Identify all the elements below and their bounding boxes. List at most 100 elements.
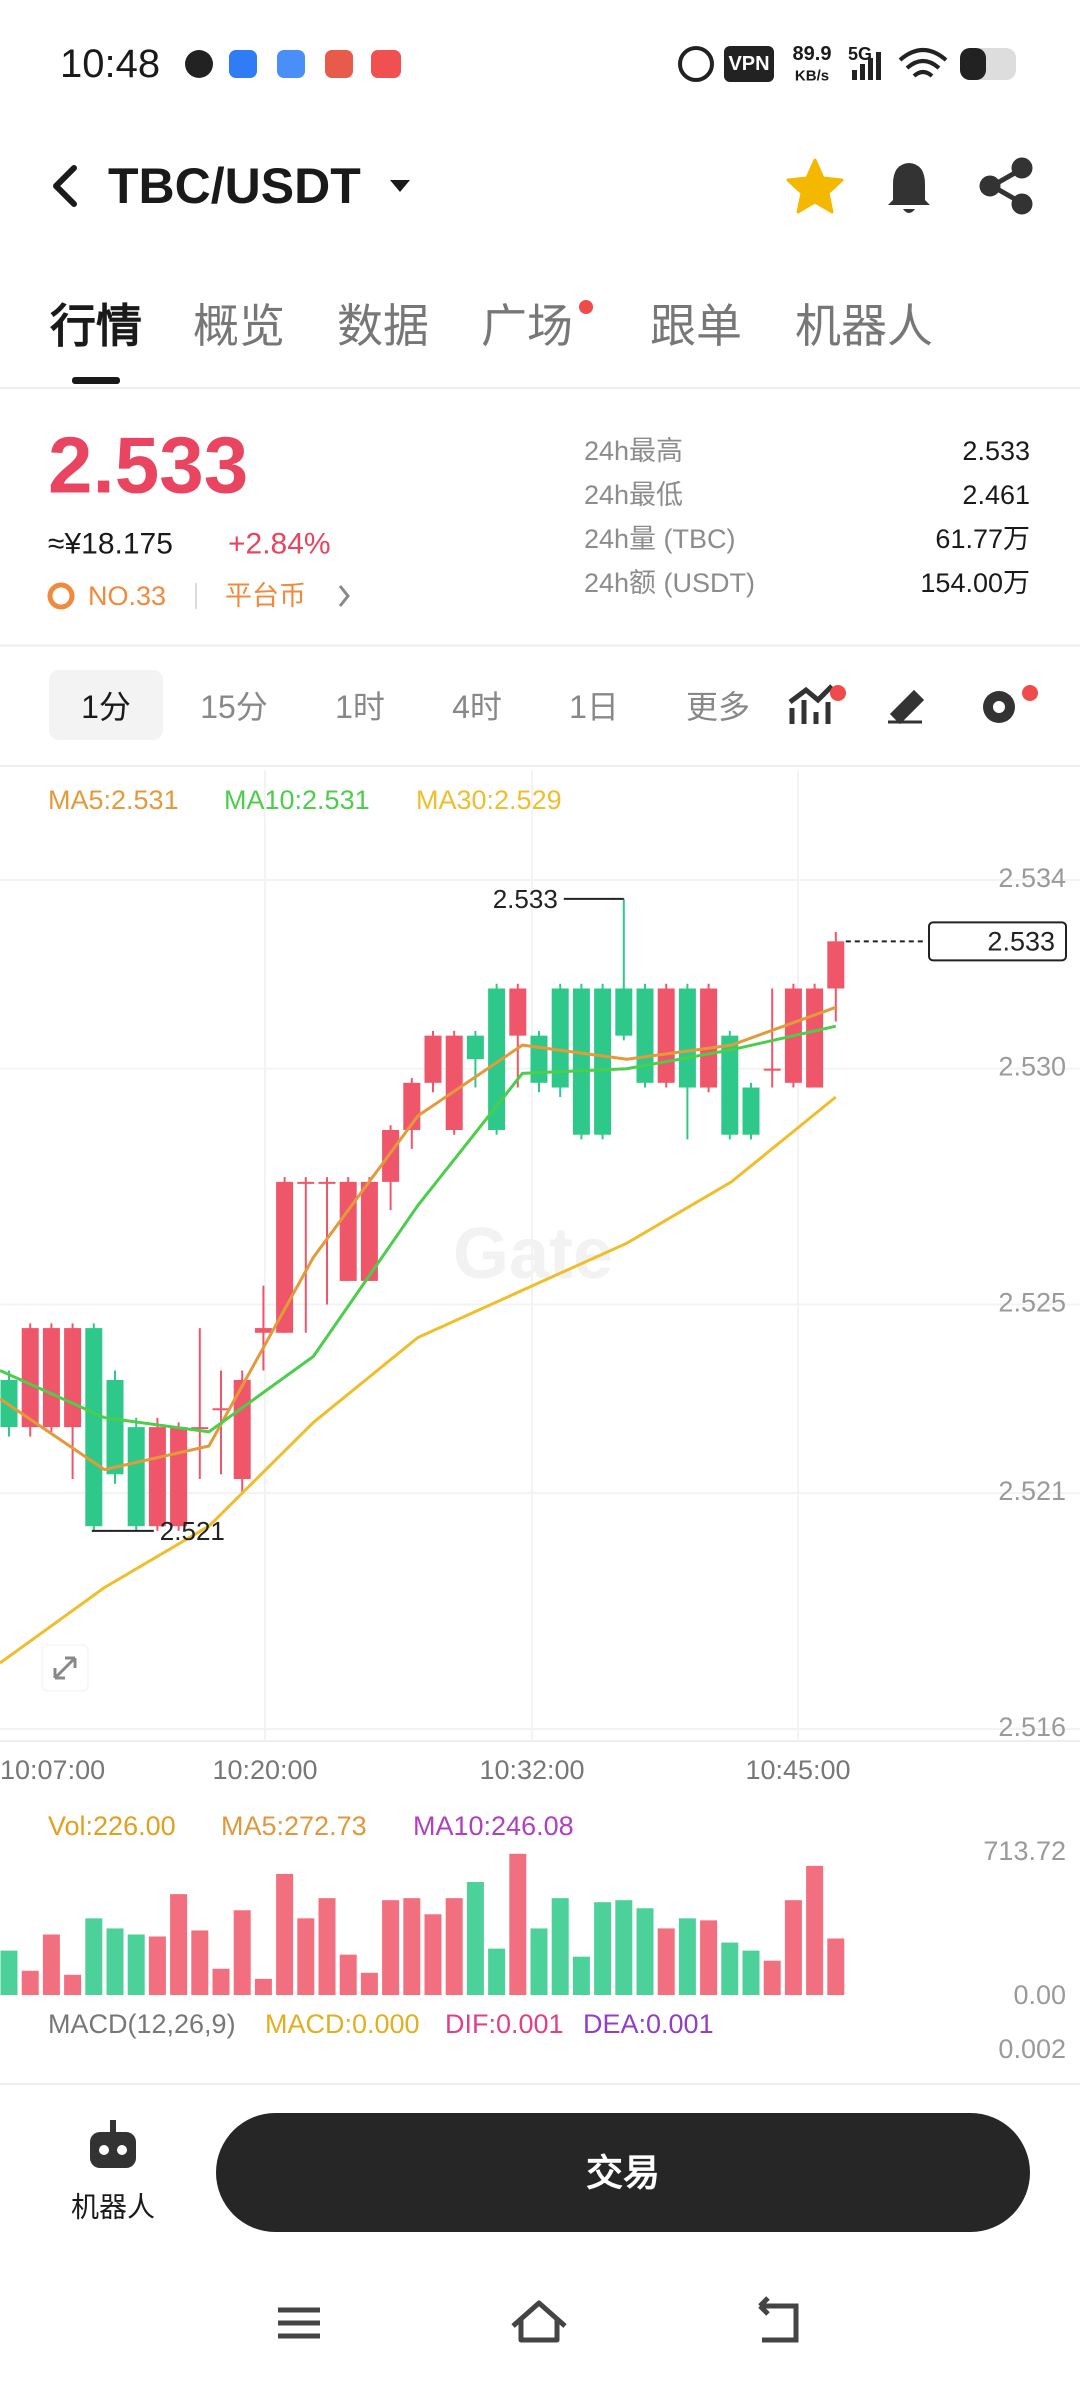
interval[interactable]: 1日 [569,689,619,725]
candle-body [636,988,654,1083]
last-price: 2.533 [48,421,248,510]
ma-legend: MA10:2.531 [224,785,370,815]
tab[interactable]: 跟单 [650,300,742,352]
volume-bar [212,1968,230,1995]
volume-bar [106,1928,124,1995]
x-tick-label: 10:45:00 [745,1755,850,1785]
tab[interactable]: 数据 [337,300,429,352]
pair-title[interactable]: TBC/USDT [108,158,361,214]
volume-bar [191,1930,209,1995]
stat-value: 154.00万 [920,568,1030,598]
interval-bar: 1分 15分 1时 4时 1日 更多 [81,689,750,725]
vol-tick-label: 0.00 [1013,1980,1066,2010]
favorite-star[interactable] [786,158,844,214]
candle-body [594,988,612,1135]
signal-icon [852,52,881,80]
pair-dropdown[interactable] [390,180,410,192]
macd-axis-label: 0.002 [998,2034,1066,2064]
volume-bar [21,1970,39,1995]
interval[interactable]: 更多 [686,689,750,725]
candle-body [127,1427,145,1527]
candle-body [85,1328,103,1527]
stat-value: 2.533 [962,436,1030,466]
indicator-icon[interactable] [788,684,834,724]
interval[interactable]: 4时 [452,689,502,725]
stat-value: 61.77万 [935,524,1030,554]
network-type: 5G [848,44,872,64]
low-label: 2.521 [160,1516,225,1546]
candle-body [445,1035,463,1130]
draw-tool-icon[interactable] [888,689,925,725]
watermark: Gate [453,1214,613,1294]
candle-body [318,1181,336,1184]
ma-legend: MA5:2.531 [48,785,179,815]
vol-legend: Vol:226.00 [48,1811,176,1841]
interval[interactable]: 15分 [200,689,268,725]
nav-back[interactable] [758,2296,799,2343]
volume-bar [700,1920,718,1995]
volume-bar [551,1898,569,1995]
volume-bar [530,1928,548,1995]
interval[interactable]: 1时 [335,689,385,725]
candle-body [382,1129,400,1182]
y-tick-label: 2.530 [998,1052,1066,1082]
chevron[interactable] [338,585,350,607]
tab[interactable]: 机器人 [795,300,933,352]
candle-body [276,1181,294,1333]
candle-body [721,1035,739,1135]
stat-label: 24h量 (TBC) [584,524,736,554]
volume-bar [297,1918,315,1995]
rank-tag[interactable]: 平台币 [225,581,306,611]
volume-bar [254,1978,272,1995]
macd-legend: MACD:0.000 [265,2009,420,2039]
status-app-icons [185,50,401,78]
candle-body [21,1328,39,1428]
ma-legend: MA30:2.529 [416,785,562,815]
candle-body [657,988,675,1083]
candle-body [170,1427,188,1527]
candle-body [742,1087,760,1135]
nav-home[interactable] [511,2300,567,2343]
price-change: +2.84% [228,528,331,561]
macd-legend: DIF:0.001 [445,2009,564,2039]
status-time: 10:48 [60,42,160,86]
candle-body [212,1408,230,1411]
back-button[interactable] [53,165,77,207]
nav-menu[interactable] [278,2307,320,2339]
robot-label[interactable]: 机器人 [71,2192,155,2223]
volume-bar [636,1908,654,1995]
y-tick-label: 2.525 [998,1288,1066,1318]
volume-bar [572,1956,590,1995]
volume-bar [276,1873,294,1995]
stat-label: 24h最低 [584,480,683,510]
tab[interactable]: 广场 [481,300,573,352]
candle-body [424,1035,442,1083]
volume-bar [721,1942,739,1995]
net-speed: 89.9 [793,43,832,65]
tab[interactable]: 行情 [50,300,142,352]
candle-body [551,988,569,1088]
volume-bar [488,1948,506,1995]
x-tick-label: 10:07:00 [0,1755,105,1785]
rank-icon [47,582,75,610]
interval[interactable]: 1分 [81,689,131,725]
tab[interactable]: 概览 [193,300,285,352]
robot-icon[interactable] [90,2120,136,2168]
trade-label[interactable]: 交易 [586,2152,660,2194]
trade-button[interactable] [216,2113,1030,2232]
volume-bar [339,1954,357,1995]
last-price-box [928,921,1067,962]
candle-body [297,1181,315,1184]
vol-legend: MA10:246.08 [413,1811,574,1841]
y-tick-label: 2.534 [998,863,1066,893]
settings-icon[interactable] [983,691,1015,723]
candle-body [678,988,696,1088]
indicator-badge [830,685,846,701]
candle-body [806,988,824,1088]
volume-bar [0,1950,18,1995]
alert-bell[interactable] [888,163,930,213]
share-button[interactable] [979,157,1033,215]
tab-badge [579,300,593,314]
stats: 24h最高 2.533 24h最低 2.461 24h量 (TBC) 61.77万 24h额… [584,436,1030,598]
